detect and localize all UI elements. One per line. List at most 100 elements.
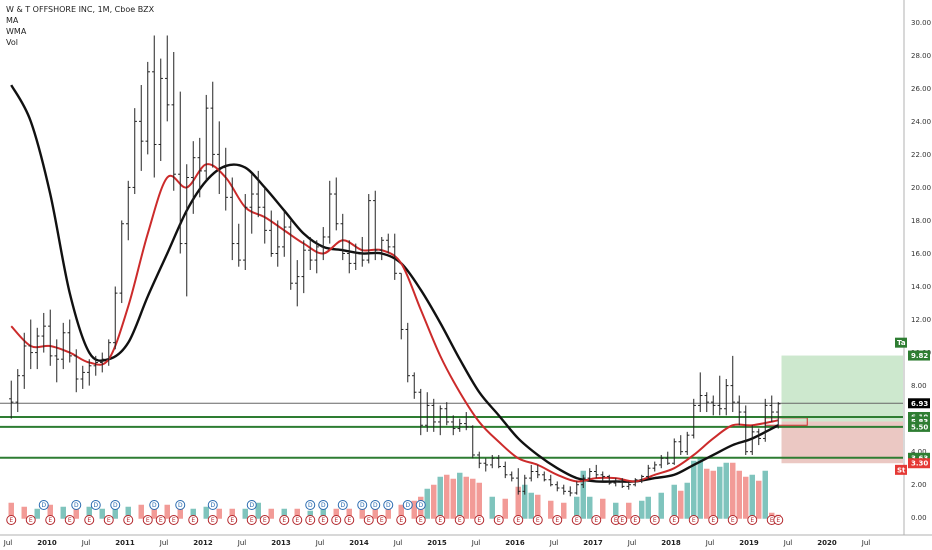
earnings-badge	[207, 515, 218, 525]
volume-bar	[73, 508, 79, 519]
earnings-marker: E	[188, 515, 199, 525]
earnings-badge	[474, 515, 485, 525]
dividend-label: D	[210, 502, 215, 509]
earnings-label: E	[48, 517, 52, 524]
earnings-label: E	[711, 517, 715, 524]
x-tick-label: Jul	[237, 539, 247, 547]
earnings-marker: E	[649, 515, 660, 525]
volume-bar	[762, 470, 768, 519]
earnings-label: E	[575, 517, 579, 524]
ohlc-bar	[724, 379, 729, 416]
volume-bar	[639, 500, 645, 519]
ohlc-bar	[139, 85, 144, 171]
dividend-label: D	[74, 502, 79, 509]
dividend-label: D	[41, 502, 46, 509]
earnings-badge	[727, 515, 738, 525]
dividend-marker: D	[337, 500, 348, 510]
ohlc-bar	[405, 322, 410, 383]
volume-bar	[580, 470, 586, 519]
volume-bar	[574, 496, 580, 519]
stop-label-box	[895, 464, 907, 475]
ohlc-bar	[392, 233, 397, 280]
earnings-marker: E	[474, 515, 485, 525]
ohlc-bar	[444, 402, 449, 426]
earnings-label: E	[347, 517, 351, 524]
volume-bar	[346, 508, 352, 519]
earnings-badge	[103, 515, 114, 525]
earnings-label: E	[126, 517, 130, 524]
ohlc-bar	[678, 435, 683, 455]
earnings-label: E	[536, 517, 540, 524]
y-tick-label: 2.00	[911, 481, 927, 489]
earnings-label: E	[87, 517, 91, 524]
volume-bar	[717, 466, 723, 519]
volume-bar	[697, 456, 703, 519]
y-tick-label: 22.00	[911, 151, 931, 159]
ohlc-bar	[457, 418, 462, 432]
volume-bar	[743, 476, 749, 519]
ohlc-bar	[561, 484, 566, 495]
volume-bar	[47, 504, 53, 519]
earnings-marker: E	[318, 515, 329, 525]
dividend-label: D	[386, 502, 391, 509]
ohlc-bar	[496, 454, 501, 469]
ohlc-bar	[756, 428, 761, 446]
volume-bar	[691, 460, 697, 519]
x-tick-label: 2015	[427, 539, 447, 547]
volume-bar	[470, 478, 476, 519]
x-tick-label: Jul	[81, 539, 91, 547]
dividend-marker: D	[383, 500, 394, 510]
stop-zone	[781, 421, 903, 464]
ohlc-bar	[529, 464, 534, 482]
dividend-badge	[110, 500, 121, 510]
earnings-badge	[571, 515, 582, 525]
volume-bar	[359, 508, 365, 519]
volume-bar	[138, 504, 144, 519]
volume-bar	[216, 508, 222, 519]
ohlc-bar	[256, 170, 261, 218]
earnings-label: E	[263, 517, 267, 524]
price-tag-bg	[908, 398, 930, 409]
volume-bar	[21, 506, 27, 519]
target-label-box	[895, 337, 907, 348]
x-tick-label: 2020	[817, 539, 837, 547]
dividend-marker: D	[207, 500, 218, 510]
y-tick-label: 4.00	[911, 448, 927, 456]
volume-bar	[112, 504, 118, 519]
earnings-label: E	[458, 517, 462, 524]
volume-bar	[749, 474, 755, 519]
dividend-marker: D	[402, 500, 413, 510]
earnings-marker: E	[532, 515, 543, 525]
ohlc-bar	[171, 51, 176, 191]
target-zone	[781, 355, 903, 422]
ohlc-bar	[347, 240, 352, 274]
earnings-label: E	[295, 517, 299, 524]
volume-bar	[723, 462, 729, 519]
ohlc-bar	[100, 352, 105, 373]
ohlc-bar	[165, 35, 170, 122]
earnings-badge	[617, 515, 628, 525]
earnings-label: E	[191, 517, 195, 524]
price-tag: 6.93	[908, 398, 930, 409]
ohlc-bar	[769, 395, 774, 422]
dividend-label: D	[93, 502, 98, 509]
earnings-marker: E	[45, 515, 56, 525]
volume-bar	[626, 502, 632, 519]
ohlc-bar	[119, 220, 124, 304]
earnings-label: E	[555, 517, 559, 524]
volume-bar	[561, 502, 567, 519]
x-tick-label: 2014	[349, 539, 369, 547]
earnings-badge	[669, 515, 680, 525]
volume-bar	[411, 500, 417, 519]
volume-bar	[457, 472, 463, 519]
earnings-badge	[142, 515, 153, 525]
dividend-marker: D	[370, 500, 381, 510]
ohlc-bar	[418, 388, 423, 436]
ohlc-bar	[308, 236, 313, 270]
ohlc-bar	[360, 236, 365, 267]
dividend-label: D	[418, 502, 423, 509]
ohlc-bar	[28, 319, 33, 370]
ohlc-bar	[15, 369, 20, 413]
earnings-label: E	[776, 517, 780, 524]
